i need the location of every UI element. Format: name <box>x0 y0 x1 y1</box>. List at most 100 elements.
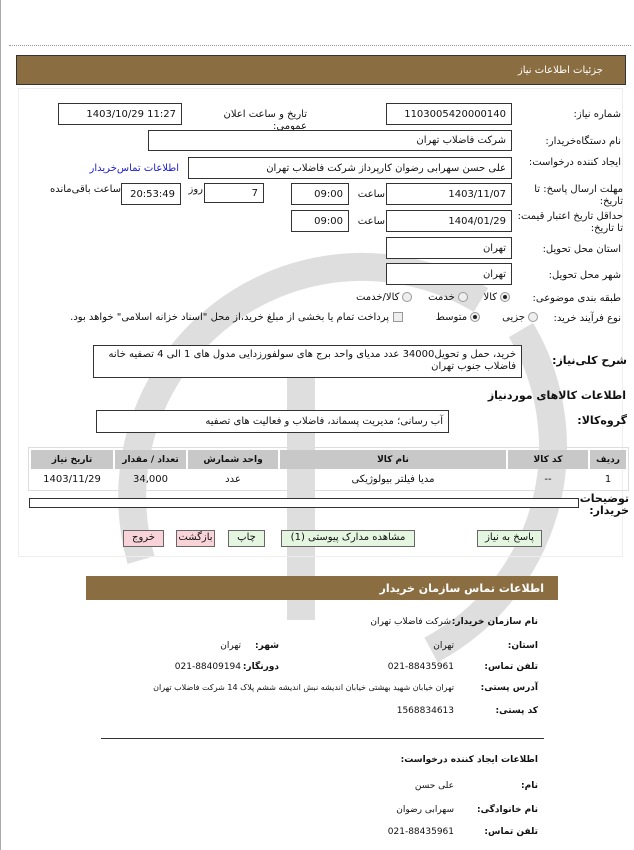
deadline-date-field: 1403/11/07 <box>386 183 512 205</box>
contact-header: اطلاعات تماس سازمان خریدار <box>86 576 558 600</box>
cell-row-number: 1 <box>604 474 612 485</box>
deadline-time-field: 09:00 <box>291 183 349 205</box>
province-value: تهران <box>433 641 454 651</box>
goods-group-label: گروه‌کالا: <box>577 414 627 427</box>
goods-group-field: آب رسانی؛ مدیریت پسماند، فاضلاب و فعالیت… <box>96 410 449 433</box>
radio-goods[interactable]: کالا <box>483 292 513 303</box>
table-row: 1 -- مدیا فیلتر بیولوژیکی عدد 34,000 140… <box>31 471 626 488</box>
postal-label: کد پستی: <box>495 706 538 716</box>
city-value: تهران <box>220 641 241 651</box>
contact-title: اطلاعات تماس سازمان خریدار <box>379 581 544 595</box>
validity-date-field: 1404/01/29 <box>386 210 512 232</box>
cell-goods-code: -- <box>544 474 552 485</box>
creator-label: ایجاد کننده درخواست: <box>528 157 621 168</box>
remaining-label: ساعت باقی‌مانده <box>49 184 121 195</box>
buyer-label: نام دستگاه‌خریدار: <box>545 136 621 147</box>
days-remaining-field: 7 <box>204 183 264 203</box>
view-attachments-button[interactable]: مشاهده مدارک پیوستی (1) <box>281 530 415 547</box>
payment-note: پرداخت تمام یا بخشی از مبلغ خرید،از محل … <box>70 312 390 323</box>
radio-goods-service[interactable]: کالا/خدمت <box>356 292 416 303</box>
category-label: طبقه بندی موضوعی: <box>532 293 621 304</box>
address-value: تهران خیابان شهید بهشتی خیابان اندیشه نب… <box>153 683 454 692</box>
province-field: تهران <box>386 237 512 259</box>
province-label: استان: <box>507 641 538 651</box>
radio-minor[interactable]: جزیی <box>502 312 541 323</box>
need-number-label: شماره نیاز: <box>573 109 622 120</box>
remaining-time-field: 20:53:49 <box>121 183 181 205</box>
treasury-checkbox[interactable] <box>393 312 404 322</box>
radio-label: کالا/خدمت <box>355 292 400 303</box>
radio-medium[interactable]: متوسط <box>436 312 483 323</box>
cell-goods-name: مدیا فیلتر بیولوژیکی <box>351 474 435 485</box>
buyer-field: شرکت فاضلاب تهران <box>148 130 512 151</box>
family-value: سهرابی رضوان <box>396 805 454 815</box>
announce-label: تاریخ و ساعت اعلان عمومی: <box>223 109 307 132</box>
radio-label: متوسط <box>435 312 468 323</box>
column-header: واحد شمارش <box>188 450 278 469</box>
announce-field: 1403/10/29 11:27 <box>58 103 182 125</box>
fax-label: دورنگار: <box>242 662 279 672</box>
cell-need-date: 1403/11/29 <box>43 474 101 485</box>
category-radio-group: کالا خدمت کالا/خدمت <box>301 292 513 304</box>
org-label: نام سازمان خریدار: <box>451 617 538 627</box>
divider <box>101 738 544 739</box>
validity-label: حداقل تاریخ اعتبار قیمت: تا تاریخ: <box>517 211 623 234</box>
time-label: ساعت <box>357 216 385 227</box>
validity-time-field: 09:00 <box>291 210 349 232</box>
description-label: شرح کلی‌نیاز: <box>552 354 627 367</box>
name-label: نام: <box>521 781 538 791</box>
fax-value: 021-88409194 <box>174 662 241 672</box>
column-header: تعداد / مقدار <box>115 450 186 469</box>
radio-service[interactable]: خدمت <box>428 292 471 303</box>
radio-label: جزیی <box>502 312 525 323</box>
radio-label: خدمت <box>428 292 455 303</box>
city-label: شهر: <box>255 641 279 651</box>
radio-icon[interactable] <box>528 312 538 322</box>
phone-label: تلفن تماس: <box>484 662 538 672</box>
time-label: ساعت <box>357 189 385 200</box>
column-header: کد کالا <box>508 450 588 469</box>
creator-phone-label: تلفن تماس: <box>484 827 538 837</box>
province-label: استان محل تحویل: <box>542 244 621 255</box>
goods-table: ردیف کد کالا نام کالا واحد شمارش تعداد /… <box>28 447 629 491</box>
creator-field: علی حسن سهرابی رضوان کارپرداز شرکت فاضلا… <box>188 157 512 179</box>
column-header: ردیف <box>590 450 626 469</box>
city-label: شهر محل تحویل: <box>548 270 621 281</box>
goods-section-title: اطلاعات کالاهای موردنیاز <box>487 389 626 402</box>
address-label: آدرس پستی: <box>480 683 538 693</box>
description-field: خرید، حمل و تحویل34000 عدد مدیای واحد بر… <box>93 345 522 378</box>
deadline-label: مهلت ارسال پاسخ: تا تاریخ: <box>534 184 623 207</box>
details-panel <box>18 88 623 557</box>
back-button[interactable]: بازگشت <box>176 530 215 547</box>
radio-icon[interactable] <box>470 312 481 322</box>
divider <box>9 45 631 46</box>
buyer-notes-label: توضیحات خریدار: <box>579 492 629 517</box>
need-number-field: 1103005420000140 <box>386 103 512 125</box>
radio-icon[interactable] <box>402 292 413 302</box>
phone-value: 021-88435961 <box>387 662 454 672</box>
exit-button[interactable]: خروج <box>123 530 164 547</box>
buyer-contact-link[interactable]: اطلاعات تماس‌خریدار <box>89 163 179 174</box>
name-value: علی حسن <box>414 781 454 791</box>
print-button[interactable]: چاپ <box>228 530 265 547</box>
family-label: نام خانوادگی: <box>476 805 538 815</box>
cell-unit: عدد <box>225 474 241 485</box>
radio-label: کالا <box>483 292 497 303</box>
org-value: شرکت فاضلاب تهران <box>370 617 451 627</box>
buyer-notes-field <box>29 498 579 508</box>
city-field: تهران <box>386 263 512 285</box>
column-header: نام کالا <box>280 450 506 469</box>
process-radio-group: جزیی متوسط پرداخت تمام یا بخشی از مبلغ خ… <box>41 312 541 324</box>
creator-info-title: اطلاعات ایجاد کننده درخواست: <box>400 755 538 765</box>
reply-button[interactable]: پاسخ به نیاز <box>477 530 542 547</box>
cell-quantity: 34,000 <box>133 474 168 485</box>
days-label: روز <box>188 184 204 195</box>
column-header: تاریخ نیاز <box>31 450 113 469</box>
table-header-row: ردیف کد کالا نام کالا واحد شمارش تعداد /… <box>31 450 626 469</box>
page-header: جزئیات اطلاعات نیاز <box>16 55 626 85</box>
postal-value: 1568834613 <box>396 706 454 716</box>
creator-phone-value: 021-88435961 <box>387 827 454 837</box>
radio-icon[interactable] <box>457 292 468 302</box>
radio-icon[interactable] <box>500 292 510 302</box>
